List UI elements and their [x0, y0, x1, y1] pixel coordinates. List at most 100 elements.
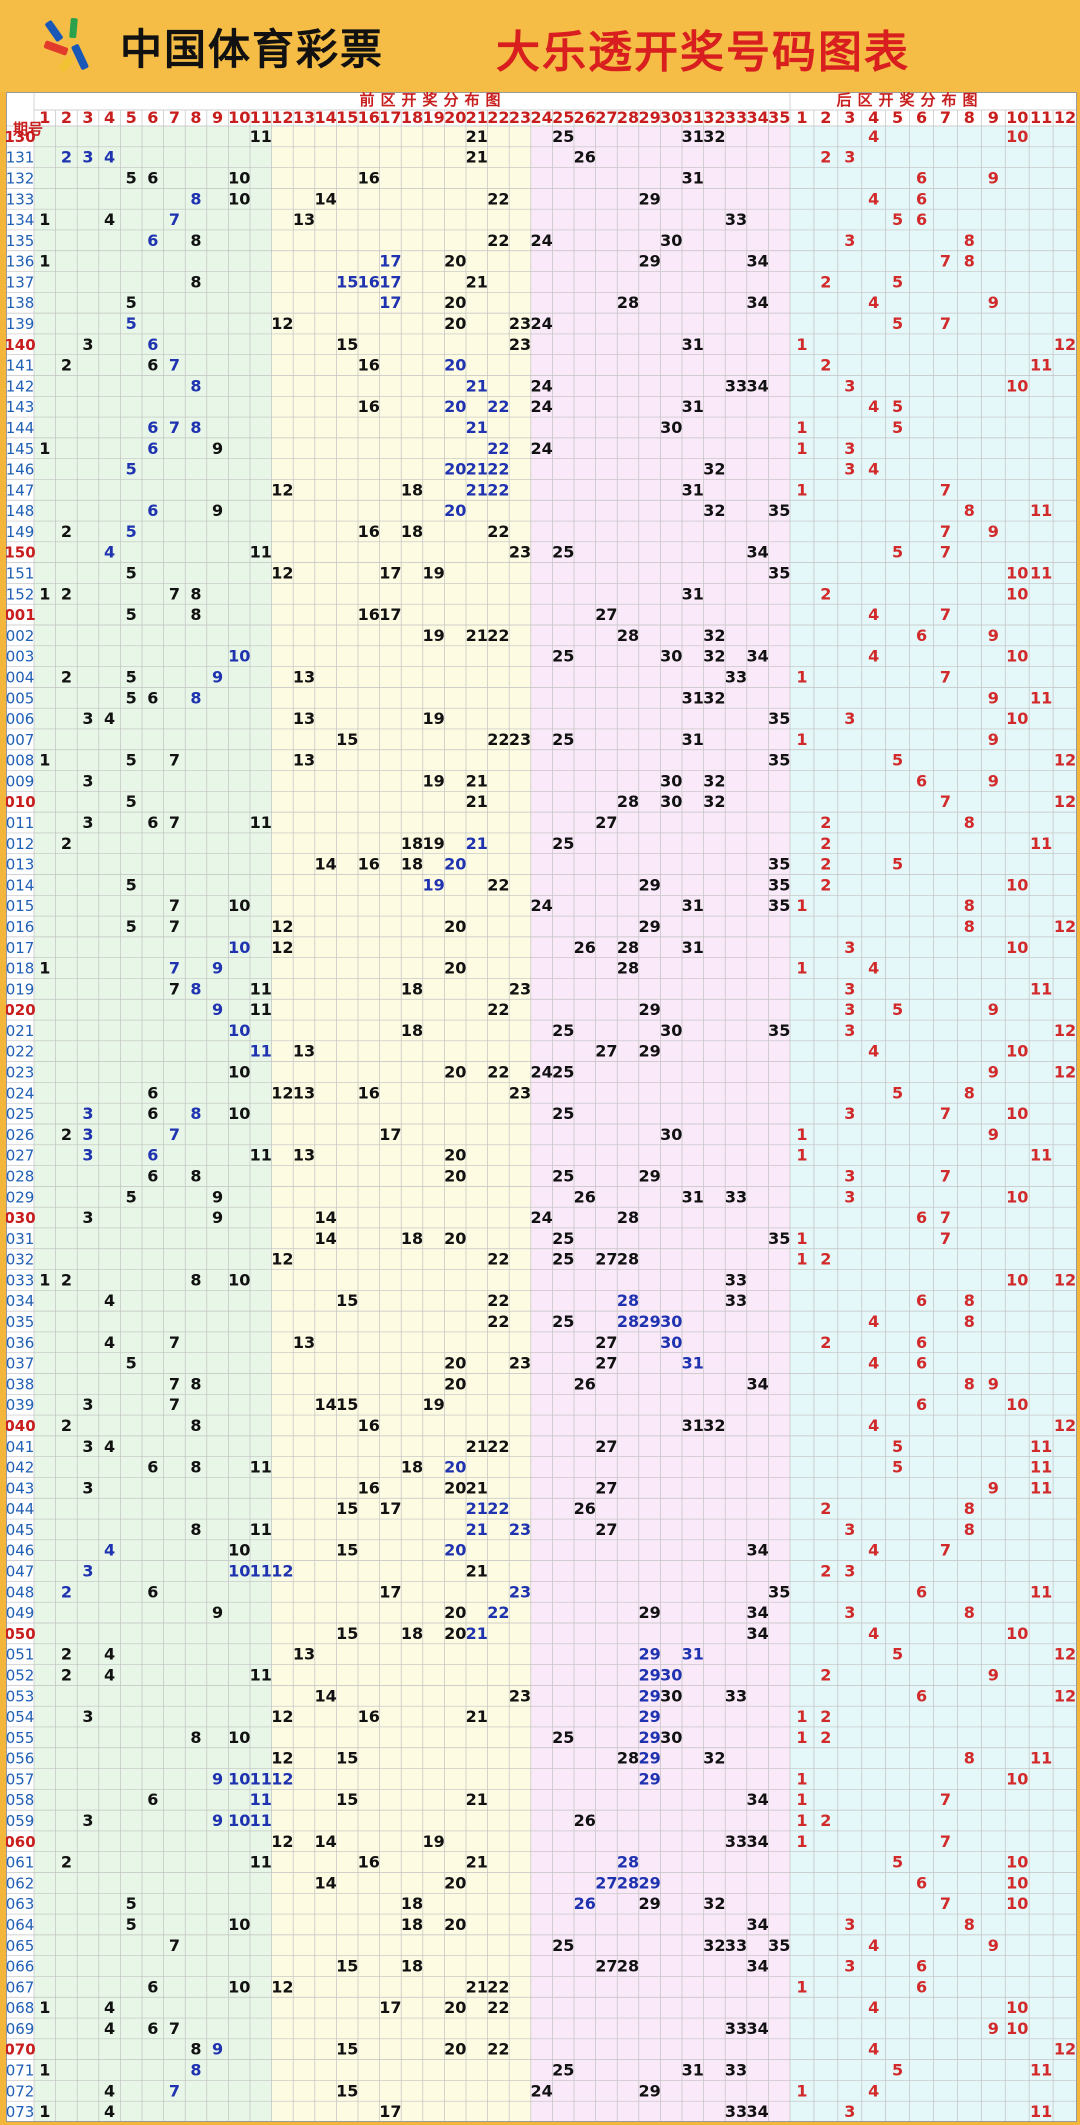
front-ball-number: 8	[190, 1416, 201, 1435]
back-ball-number: 1	[796, 1977, 807, 1996]
front-ball-number: 34	[746, 376, 768, 395]
front-ball-number: 10	[228, 1915, 250, 1934]
back-ball-number: 3	[844, 709, 855, 728]
period-number: 048	[6, 1583, 34, 1601]
front-ball-number: 3	[82, 1146, 93, 1165]
front-ball-number: 35	[768, 855, 790, 874]
period-number: 025	[6, 1105, 34, 1123]
back-ball-number: 9	[988, 1936, 999, 1955]
front-ball-number: 26	[574, 148, 596, 167]
front-ball-number: 27	[595, 1354, 617, 1373]
draw-row: 024 6 12 13 16 23 5 8	[6, 1083, 975, 1102]
draw-row: 065 7 25 32 33 35 4 9	[6, 1936, 999, 1955]
front-column-number: 23	[509, 108, 531, 127]
back-ball-number: 12	[1054, 792, 1076, 811]
period-number: 140	[6, 336, 36, 354]
front-ball-number: 31	[682, 168, 704, 187]
front-ball-number: 20	[444, 1998, 466, 2017]
front-ball-number: 20	[444, 314, 466, 333]
front-ball-number: 12	[271, 314, 293, 333]
back-ball-number: 10	[1006, 1769, 1028, 1788]
front-ball-number: 30	[660, 1125, 682, 1144]
front-ball-number: 24	[530, 1063, 552, 1082]
front-ball-number: 8	[190, 418, 201, 437]
front-ball-number: 6	[147, 1458, 158, 1477]
period-number: 054	[6, 1708, 34, 1726]
back-ball-number: 7	[940, 1832, 951, 1851]
front-ball-number: 21	[466, 1562, 488, 1581]
draw-row: 141 2 6 7 16 20 2 11	[6, 356, 1052, 375]
draw-row: 011 3 6 7 11 27 2 8	[6, 813, 975, 832]
back-ball-number: 3	[844, 1021, 855, 1040]
front-ball-number: 12	[271, 1769, 293, 1788]
front-ball-number: 8	[190, 605, 201, 624]
front-ball-number: 28	[617, 626, 639, 645]
back-ball-number: 4	[868, 1624, 879, 1643]
back-ball-number: 11	[1030, 979, 1052, 998]
back-ball-number: 2	[820, 1811, 831, 1830]
front-ball-number: 15	[336, 1624, 358, 1643]
back-ball-number: 4	[868, 397, 879, 416]
back-ball-number: 7	[940, 1104, 951, 1123]
front-ball-number: 9	[212, 1000, 223, 1019]
header-banner: 中国体育彩票 大乐透开奖号码图表	[0, 0, 1080, 92]
back-ball-number: 8	[964, 231, 975, 250]
front-ball-number: 32	[703, 792, 725, 811]
draw-row: 018 1 7 9 20 28 1 4	[6, 959, 879, 978]
front-ball-number: 7	[169, 1936, 180, 1955]
period-number: 072	[6, 2082, 34, 2100]
back-ball-number: 8	[964, 1603, 975, 1622]
back-ball-number: 8	[964, 896, 975, 915]
front-ball-number: 3	[82, 771, 93, 790]
front-column-number: 15	[336, 108, 358, 127]
front-ball-number: 4	[104, 148, 115, 167]
front-ball-number: 9	[212, 439, 223, 458]
back-ball-number: 7	[940, 1790, 951, 1809]
front-ball-number: 6	[147, 1790, 158, 1809]
front-ball-number: 15	[336, 1790, 358, 1809]
front-ball-number: 7	[169, 1333, 180, 1352]
front-ball-number: 31	[682, 1416, 704, 1435]
back-ball-number: 12	[1054, 1416, 1076, 1435]
period-number: 024	[6, 1084, 34, 1102]
period-header: 期号	[13, 120, 43, 138]
front-ball-number: 6	[147, 335, 158, 354]
front-ball-number: 35	[768, 564, 790, 583]
column-numbers: 1 2 3 4 5 6 7 8 9 10 11 12 13 14 15 16 17 18 19 20 21 22 23 24 2…	[39, 108, 1076, 127]
front-ball-number: 14	[314, 1208, 336, 1227]
front-ball-number: 12	[271, 938, 293, 957]
draw-row: 022 11 13 27 29 4 10	[6, 1042, 1028, 1061]
front-ball-number: 4	[104, 1291, 115, 1310]
front-ball-number: 30	[660, 771, 682, 790]
back-ball-number: 11	[1030, 2102, 1052, 2121]
back-ball-number: 5	[892, 272, 903, 291]
period-number: 022	[6, 1043, 34, 1061]
front-ball-number: 24	[530, 397, 552, 416]
period-number: 063	[6, 1895, 34, 1913]
front-ball-number: 8	[190, 1520, 201, 1539]
front-ball-number: 15	[336, 1291, 358, 1310]
draw-row: 152 1 2 7 8 31 2 10	[6, 584, 1028, 603]
front-ball-number: 3	[82, 335, 93, 354]
front-ball-number: 30	[660, 1021, 682, 1040]
back-ball-number: 5	[892, 1000, 903, 1019]
draw-row: 060 12 14 19 33 34 1 7	[6, 1832, 951, 1851]
back-ball-number: 3	[844, 148, 855, 167]
draw-row: 051 2 4 13 29 31 5 12	[6, 1645, 1076, 1664]
period-number: 134	[6, 211, 34, 229]
back-ball-number: 4	[868, 127, 879, 146]
back-ball-number: 11	[1030, 2061, 1052, 2080]
front-ball-number: 32	[703, 626, 725, 645]
front-ball-number: 21	[466, 127, 488, 146]
front-ball-number: 21	[466, 1707, 488, 1726]
front-ball-number: 21	[466, 480, 488, 499]
back-ball-number: 9	[988, 626, 999, 645]
front-ball-number: 12	[271, 1977, 293, 1996]
back-ball-number: 2	[820, 1499, 831, 1518]
back-ball-number: 9	[988, 730, 999, 749]
front-ball-number: 19	[422, 1832, 444, 1851]
front-ball-number: 29	[638, 189, 660, 208]
front-ball-number: 3	[82, 1811, 93, 1830]
period-number: 148	[6, 502, 34, 520]
front-ball-number: 24	[530, 376, 552, 395]
